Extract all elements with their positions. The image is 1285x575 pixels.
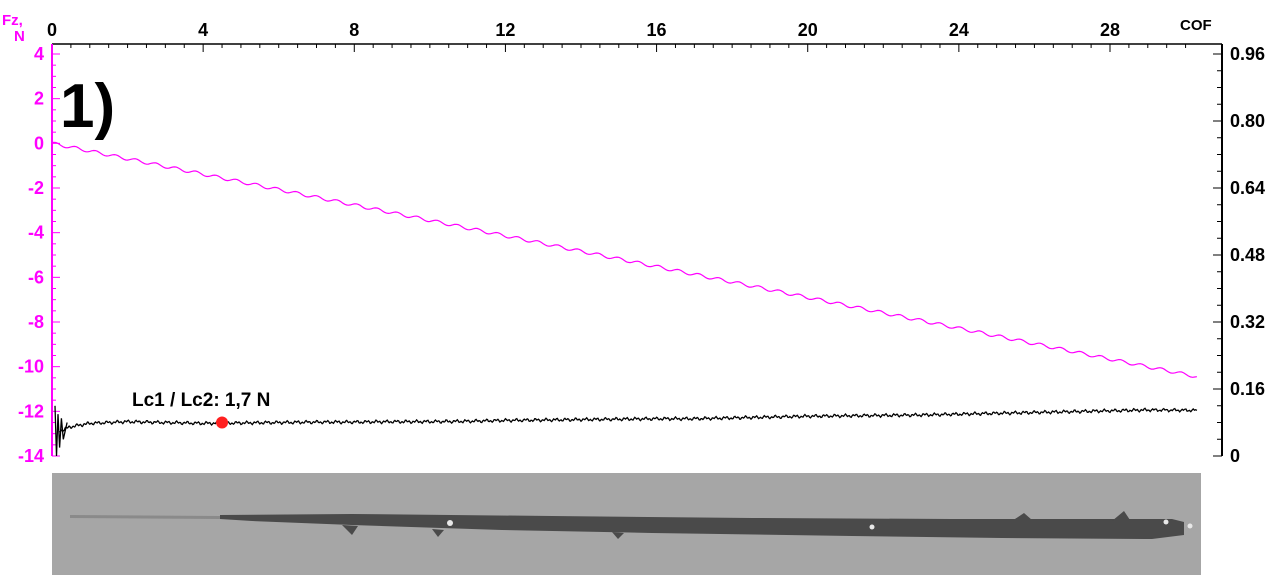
series-layer	[51, 141, 1198, 457]
left-tick-label: -12	[18, 401, 44, 421]
left-tick-label: -8	[28, 312, 44, 332]
scratch-track-micrograph	[52, 473, 1201, 575]
right-tick-label: 0.64	[1230, 178, 1265, 198]
right-axis-label: COF	[1180, 17, 1212, 34]
cof-initial-spike	[54, 405, 68, 457]
axes: 0 4 8 12 16 20 24 28420-2-4-6-8-10-12-140.960.8…	[18, 20, 1265, 466]
right-tick-label: 0	[1230, 446, 1240, 466]
left-axis-label-line1: Fz,	[2, 12, 23, 29]
track-debris	[447, 520, 453, 526]
left-tick-label: 2	[34, 89, 44, 109]
x-tick-label: 12	[495, 20, 515, 40]
x-tick-label: 24	[949, 20, 969, 40]
right-tick-label: 0.96	[1230, 44, 1265, 64]
critical-load-marker	[216, 416, 229, 429]
right-tick-label: 0.80	[1230, 111, 1265, 131]
left-tick-label: -14	[18, 446, 44, 466]
right-tick-label: 0.16	[1230, 379, 1265, 399]
x-tick-label: 28	[1100, 20, 1120, 40]
right-tick-label: 0.48	[1230, 245, 1265, 265]
panel-label: 1)	[60, 72, 115, 141]
left-axis-label-line2: N	[14, 28, 25, 45]
x-tick-label: 4	[198, 20, 208, 40]
scratch-track	[220, 514, 1184, 539]
left-tick-label: -2	[28, 178, 44, 198]
left-tick-label: -4	[28, 223, 44, 243]
faint-scratch-start	[70, 515, 220, 519]
track-debris	[1163, 519, 1169, 525]
right-tick-label: 0.32	[1230, 312, 1265, 332]
track-debris	[869, 524, 875, 530]
x-tick-label: 16	[647, 20, 667, 40]
x-tick-label: 0	[47, 20, 57, 40]
left-tick-label: 4	[34, 44, 44, 64]
left-tick-label: 0	[34, 133, 44, 153]
scratch-test-chart: 0 4 8 12 16 20 24 28420-2-4-6-8-10-12-140.960.8…	[2, 12, 1265, 466]
cof-line	[59, 407, 1198, 433]
track-debris	[1187, 523, 1193, 529]
x-tick-label: 8	[349, 20, 359, 40]
left-tick-label: -10	[18, 357, 44, 377]
x-tick-label: 20	[798, 20, 818, 40]
normal-force-line	[51, 141, 1197, 378]
critical-load-annotation: Lc1 / Lc2: 1,7 N	[132, 390, 270, 411]
left-tick-label: -6	[28, 267, 44, 287]
